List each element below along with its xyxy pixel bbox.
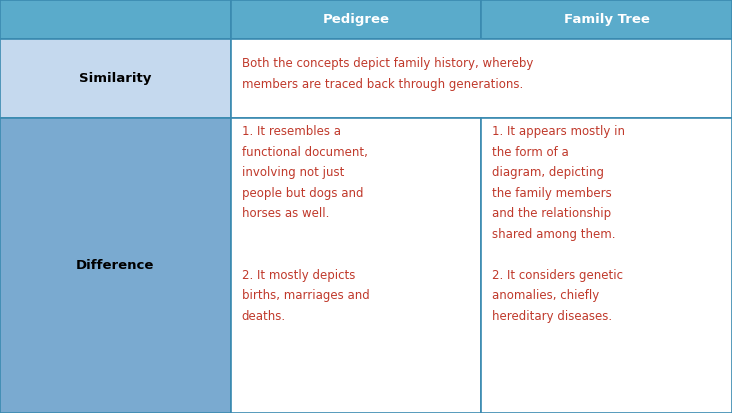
Text: Family Tree: Family Tree [564, 13, 649, 26]
Bar [482, 0, 732, 39]
Text: Difference: Difference [76, 259, 154, 272]
Bar [0, 39, 231, 118]
Text: 1. It appears mostly in
the form of a
diagram, depicting
the family members
and : 1. It appears mostly in the form of a di… [492, 125, 625, 323]
Text: Pedigree: Pedigree [322, 13, 389, 26]
Bar [231, 39, 732, 118]
Bar [231, 0, 482, 39]
Text: 1. It resembles a
functional document,
involving not just
people but dogs and
ho: 1. It resembles a functional document, i… [242, 125, 370, 323]
Bar [0, 118, 231, 413]
Text: Both the concepts depict family history, whereby
members are traced back through: Both the concepts depict family history,… [242, 57, 533, 91]
Bar [0, 0, 231, 39]
Text: Similarity: Similarity [79, 72, 152, 85]
Bar [231, 118, 482, 413]
Bar [482, 118, 732, 413]
